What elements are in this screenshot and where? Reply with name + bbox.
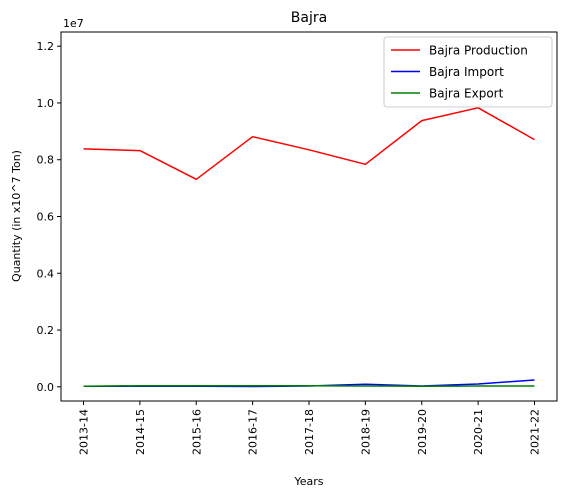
x-tick-label: 2013-14 [78, 409, 91, 455]
legend: Bajra Production Bajra Import Bajra Export [383, 36, 553, 108]
y-tick-label: 0.4 [37, 267, 55, 280]
y-axis-label: Quantity (in x10^7 Ton) [10, 150, 23, 282]
x-tick-label: 2017-18 [303, 409, 316, 455]
y-tick-label: 1.0 [37, 97, 55, 110]
series-layer [83, 107, 535, 388]
x-axis: 2013-14 2014-15 2015-16 2016-17 2017-18 2018-… [78, 401, 542, 455]
x-tick-label: 2018-19 [359, 409, 372, 455]
y-tick-label: 1.2 [37, 40, 55, 53]
legend-entry-label: Bajra Production [429, 44, 528, 58]
chart-title: Bajra [291, 10, 327, 26]
x-tick-label: 2015-16 [190, 409, 203, 455]
y-tick-label: 0.6 [37, 211, 55, 224]
x-tick-label: 2021-22 [529, 409, 542, 455]
y-axis: 0.0 0.2 0.4 0.6 0.8 1.0 1.2 [37, 40, 61, 394]
x-tick-label: 2014-15 [134, 409, 147, 455]
legend-entry-label: Bajra Import [429, 65, 504, 79]
y-offset-label: 1e7 [63, 17, 84, 30]
legend-entry-label: Bajra Export [429, 87, 504, 101]
y-tick-label: 0.8 [37, 154, 55, 167]
y-tick-label: 0.0 [37, 381, 55, 394]
legend-box [383, 36, 553, 108]
series-line-bajra-export [83, 384, 535, 387]
x-tick-label: 2019-20 [416, 409, 429, 455]
x-tick-label: 2020-21 [472, 409, 485, 455]
x-tick-label: 2016-17 [247, 409, 260, 455]
series-line-bajra-production [83, 107, 535, 181]
y-tick-label: 0.2 [37, 324, 55, 337]
x-axis-label: Years [293, 475, 323, 488]
